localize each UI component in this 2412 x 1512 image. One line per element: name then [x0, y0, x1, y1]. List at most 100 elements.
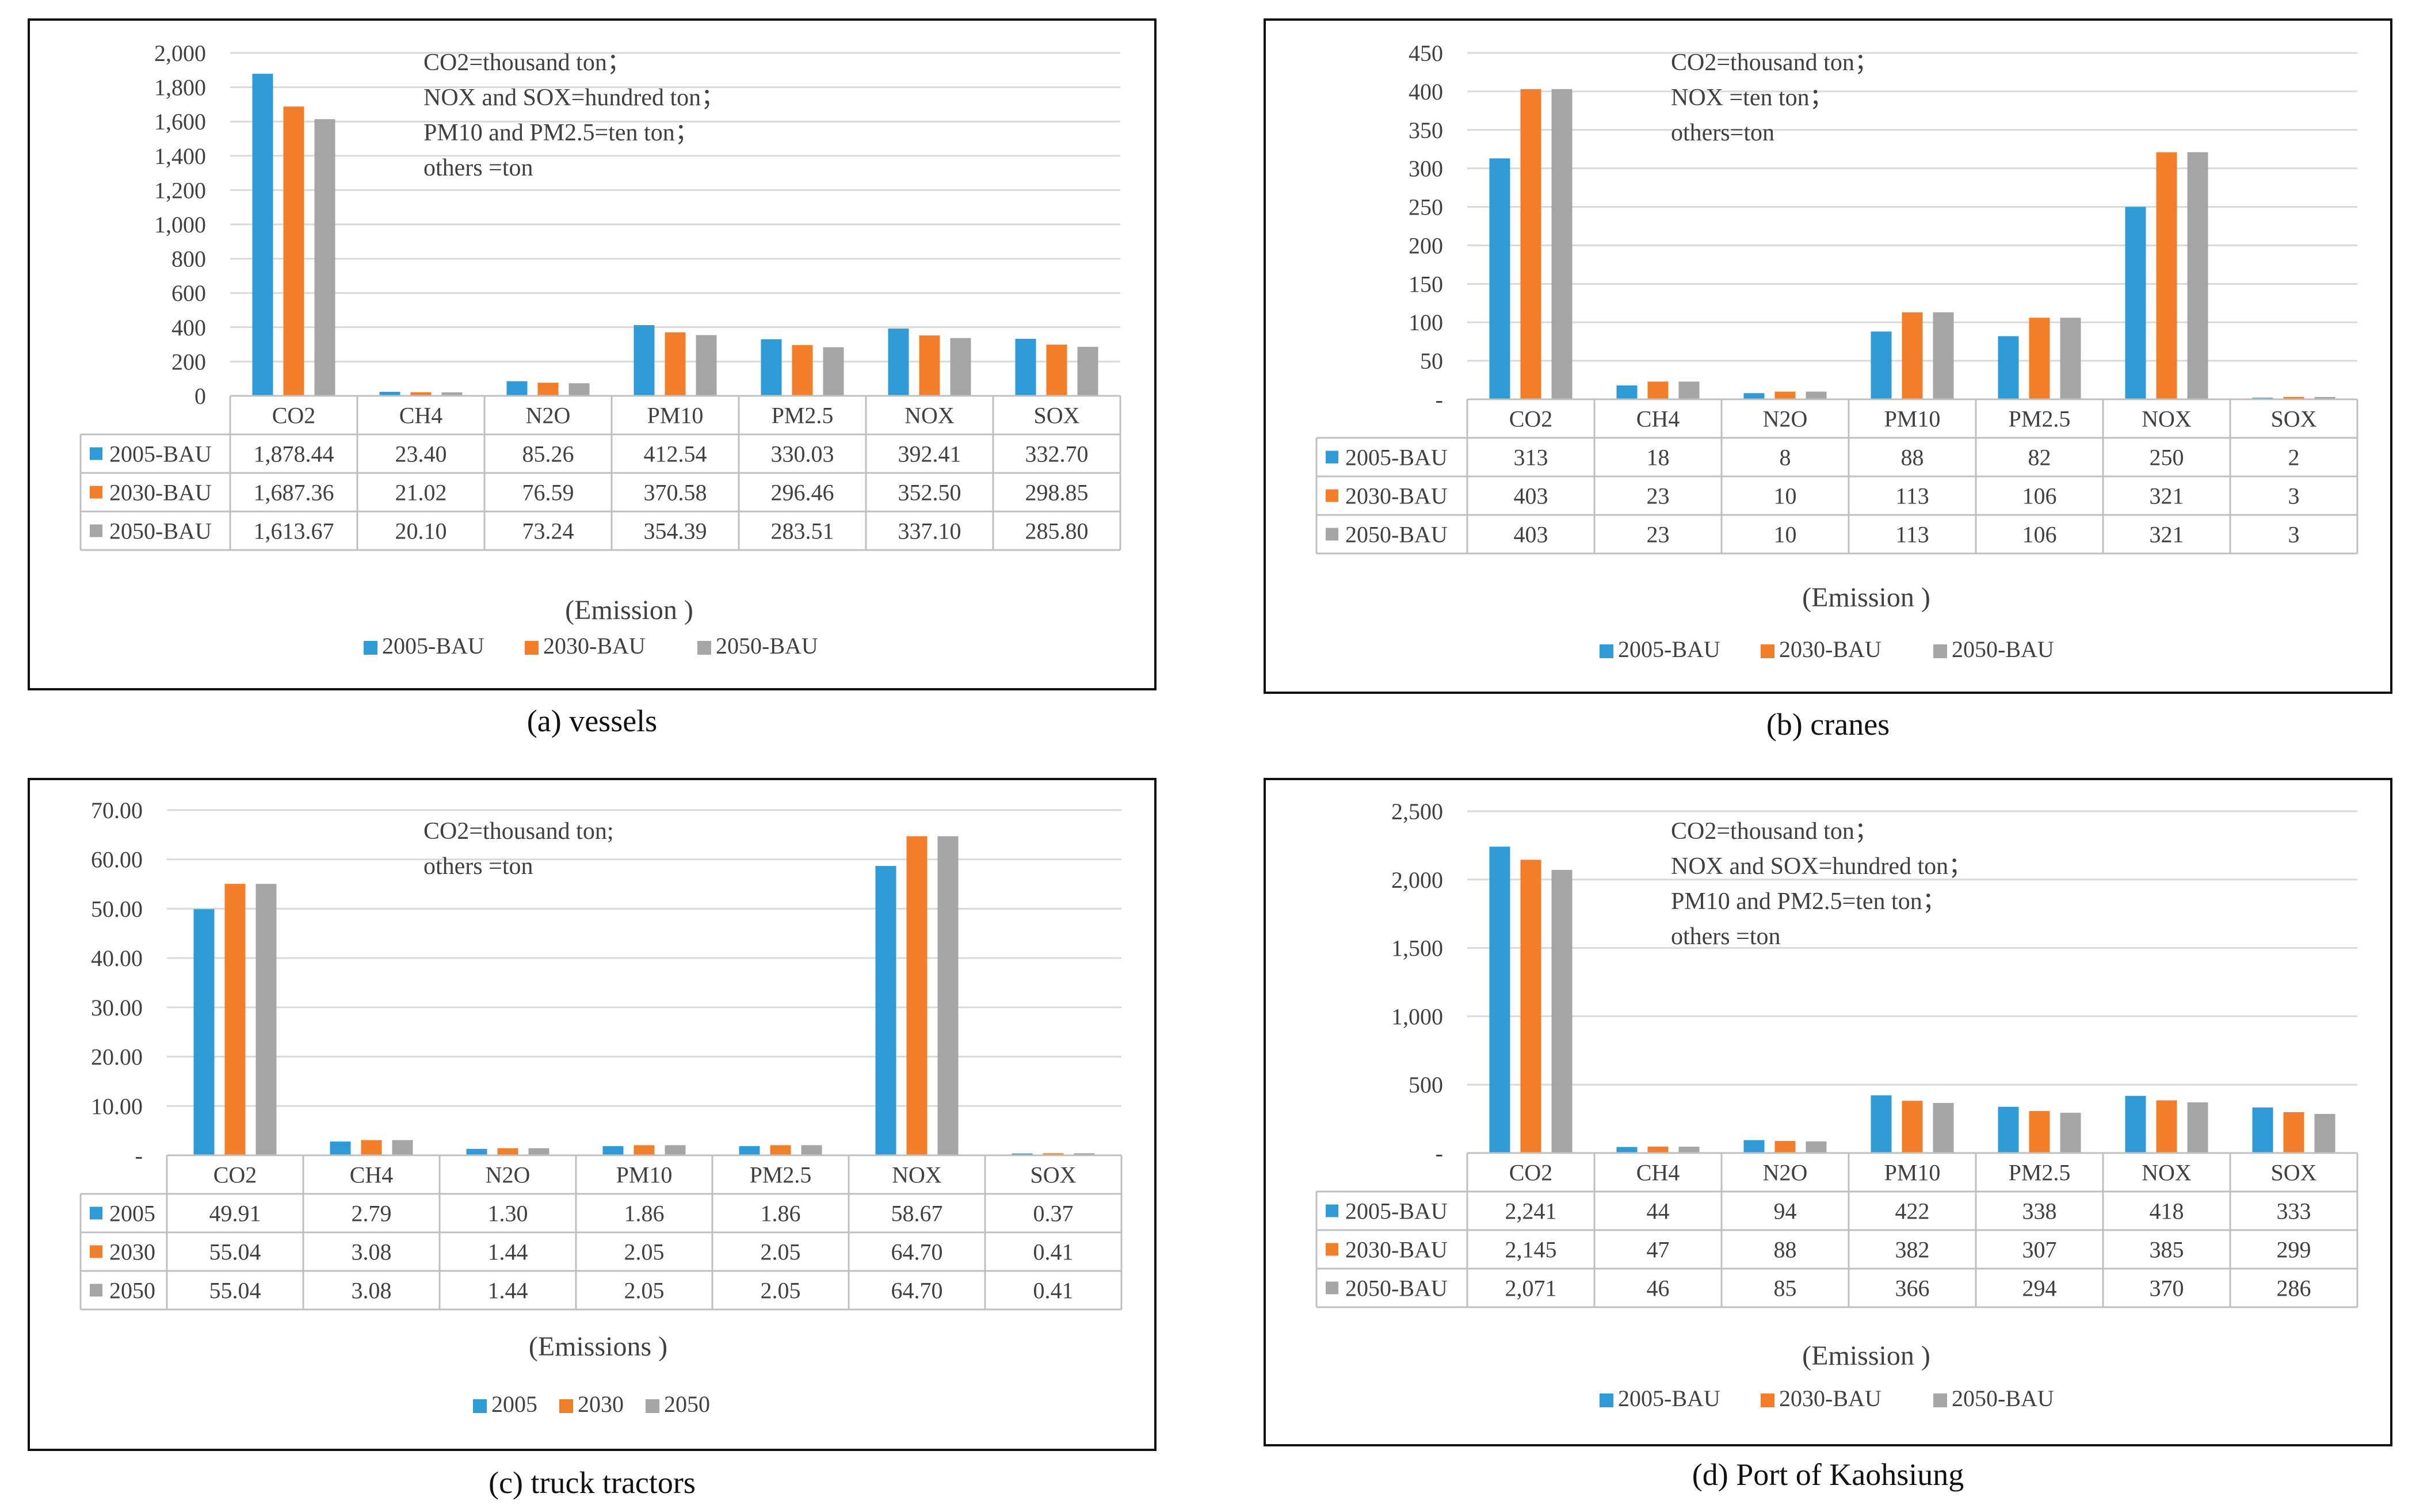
- bar-2005-BAU-NOX: [888, 329, 909, 396]
- bar-2030-BAU-PM10: [1902, 312, 1923, 399]
- category-label: PM10: [1884, 1160, 1941, 1186]
- bar-2050-BAU-NOX: [2187, 1102, 2208, 1153]
- category-label: PM2.5: [2009, 406, 2071, 432]
- bar-2030-NOX: [906, 836, 928, 1155]
- x-axis-title: (Emission ): [1802, 582, 1930, 613]
- data-label: 1.86: [624, 1201, 665, 1227]
- bar-2030-BAU-NOX: [2156, 152, 2177, 399]
- legend-swatch-2050-BAU: [1933, 644, 1947, 658]
- category-label: NOX: [904, 403, 955, 429]
- legend-label-2005: 2005: [491, 1391, 537, 1417]
- data-label: 296.46: [771, 480, 834, 506]
- legend-key-table: [90, 1206, 102, 1220]
- data-label: 106: [2022, 483, 2057, 509]
- y-tick-label: 1,500: [1391, 936, 1443, 961]
- data-label: 370: [2150, 1276, 2184, 1301]
- data-label: 2.79: [352, 1201, 392, 1227]
- data-label: 3.08: [352, 1239, 392, 1265]
- data-label: 285.80: [1025, 518, 1089, 544]
- unit-annotation: others =ton: [1671, 923, 1781, 950]
- y-tick-label: 600: [171, 280, 206, 306]
- legend-key-table: [1326, 489, 1338, 502]
- bar-2030-BAU-NOX: [919, 335, 940, 396]
- legend-swatch-2030-BAU: [525, 641, 539, 655]
- y-tick-label: 800: [171, 246, 206, 272]
- data-label: 298.85: [1025, 480, 1089, 506]
- y-tick-label: 2,000: [1391, 867, 1443, 893]
- legend-swatch-2050-BAU: [1933, 1393, 1947, 1407]
- data-label: 382: [1895, 1237, 1930, 1263]
- bar-2005-BAU-N2O: [506, 381, 528, 396]
- unit-annotation: CO2=thousand ton;: [423, 818, 614, 845]
- unit-annotation: others =ton: [423, 853, 533, 880]
- data-label: 64.70: [891, 1278, 943, 1304]
- bar-2030-BAU-CO2: [1520, 860, 1541, 1153]
- bar-2050-BAU-N2O: [568, 383, 590, 396]
- unit-annotation: PM10 and PM2.5=ten ton；: [1671, 888, 1947, 915]
- legend-key-table: [1326, 1243, 1338, 1256]
- data-label: 46: [1647, 1276, 1670, 1301]
- caption-cranes: (b) cranes: [1766, 707, 1890, 742]
- legend-swatch-2005-BAU: [1600, 1393, 1613, 1407]
- data-label: 1,687.36: [254, 480, 334, 506]
- category-label: CH4: [1636, 406, 1680, 432]
- y-tick-label: -: [135, 1143, 143, 1169]
- bar-2005-BAU-SOX: [1015, 338, 1036, 396]
- legend-key-table: [90, 524, 102, 537]
- bar-2005-BAU-PM10: [1871, 1095, 1892, 1153]
- bar-2050-BAU-PM2.5: [2060, 318, 2081, 399]
- data-label: 1.44: [488, 1278, 528, 1304]
- bar-2050-BAU-CH4: [1678, 1147, 1700, 1153]
- y-tick-label: 300: [1409, 156, 1443, 182]
- bar-2030-BAU-CO2: [1520, 89, 1541, 399]
- bar-2030-BAU-PM10: [1902, 1101, 1923, 1153]
- category-label: N2O: [526, 403, 571, 429]
- data-label: 64.70: [891, 1239, 943, 1265]
- category-label: PM10: [616, 1162, 673, 1188]
- data-label: 403: [1514, 483, 1548, 509]
- bar-2050-BAU-PM10: [1933, 1103, 1954, 1153]
- bar-2050-BAU-NOX: [2187, 152, 2208, 399]
- category-label: N2O: [486, 1162, 531, 1188]
- y-tick-label: 1,000: [1391, 1003, 1443, 1029]
- category-label: CO2: [213, 1162, 257, 1188]
- data-label: 0.41: [1033, 1278, 1074, 1304]
- legend-swatch-2005-BAU: [1600, 644, 1613, 658]
- x-axis-title: (Emission ): [1802, 1341, 1930, 1371]
- category-label: NOX: [2142, 1160, 2192, 1186]
- data-label: 113: [1895, 522, 1929, 548]
- bar-2005-NOX: [875, 866, 896, 1155]
- data-label: 20.10: [395, 518, 447, 544]
- data-label: 23: [1647, 522, 1670, 548]
- y-tick-label: 150: [1409, 271, 1443, 297]
- bar-2030-PM10: [633, 1145, 655, 1155]
- y-tick-label: 500: [1409, 1072, 1443, 1098]
- data-label: 10: [1774, 522, 1797, 548]
- series-row-label: 2050-BAU: [1345, 1276, 1448, 1301]
- data-label: 23: [1647, 483, 1670, 509]
- legend-label-2005-BAU: 2005-BAU: [382, 633, 484, 659]
- y-tick-label: 1,200: [154, 177, 206, 203]
- data-label: 3: [2288, 522, 2300, 548]
- data-label: 354.39: [644, 518, 707, 544]
- legend-swatch-2030: [559, 1399, 573, 1413]
- data-label: 366: [1895, 1276, 1930, 1301]
- bar-2030-N2O: [497, 1148, 518, 1155]
- data-label: 299: [2277, 1237, 2311, 1263]
- legend-key-table: [1326, 528, 1338, 541]
- data-label: 94: [1774, 1198, 1797, 1224]
- data-label: 2.05: [761, 1239, 801, 1265]
- category-label: PM2.5: [772, 403, 834, 429]
- legend-label-2050-BAU: 2050-BAU: [1952, 1385, 2054, 1411]
- y-tick-label: 2,500: [1391, 799, 1443, 824]
- bar-2050-PM10: [665, 1145, 686, 1155]
- series-row-label: 2030-BAU: [1345, 1237, 1448, 1263]
- y-tick-label: 50: [1420, 348, 1443, 374]
- chart-panel-truck-tractors: - 10.00 20.00 30.00 40.00 50.00 60.00 70.00 CO2 C…: [28, 778, 1157, 1451]
- category-label: N2O: [1763, 1160, 1808, 1186]
- y-tick-label: 10.00: [91, 1093, 143, 1119]
- series-row-label: 2005-BAU: [109, 441, 212, 467]
- data-label: 73.24: [522, 518, 574, 544]
- bar-2030-BAU-CO2: [283, 106, 304, 396]
- bar-2030-BAU-PM2.5: [792, 345, 813, 396]
